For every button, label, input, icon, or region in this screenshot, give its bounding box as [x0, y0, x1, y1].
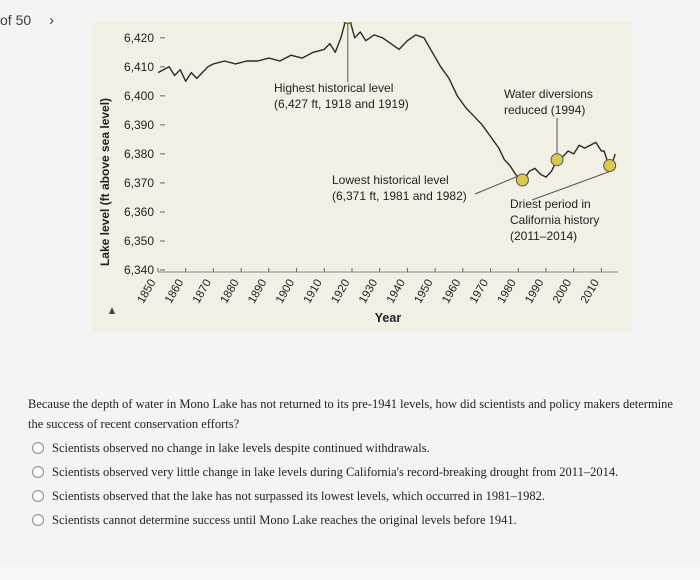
y-axis: 6,340 6,350 6,360 6,370 6,380 6,390 6,400 6,410… — [124, 31, 165, 277]
lake-level-chart: 6,340 6,350 6,360 6,370 6,380 6,390 6,400 6,410… — [98, 22, 618, 325]
x-tick-label: 1920 — [329, 278, 352, 306]
chevron-right-icon[interactable]: › — [49, 11, 55, 29]
annotation-lines — [347, 22, 610, 201]
x-tick-label: 1900 — [274, 278, 297, 306]
annotation-diversions-detail: reduced (1994) — [504, 103, 585, 117]
radio-button[interactable] — [32, 466, 44, 478]
answer-option-text: Scientists observed no change in lake le… — [52, 440, 430, 455]
answer-option-text: Scientists observed that the lake has no… — [52, 488, 545, 503]
highlight-markers — [343, 22, 617, 187]
cursor-arrow-icon — [109, 307, 115, 314]
annotation-highest: Highest historical level (6,427 ft, 1918… — [274, 81, 409, 111]
page-count: of 50 — [0, 12, 32, 28]
y-tick-label: 6,360 — [124, 205, 154, 219]
leader-line — [474, 175, 519, 195]
annotation-drought: Driest period in California history (201… — [510, 197, 599, 243]
radio-button[interactable] — [32, 490, 44, 502]
annotation-diversions: Water diversions reduced (1994) — [504, 87, 593, 117]
highlight-marker — [550, 153, 564, 167]
annotation-diversions-label: Water diversions — [504, 87, 593, 101]
x-tick-label: 2010 — [579, 278, 602, 306]
bottom-strip — [0, 566, 700, 580]
answer-option-text: Scientists observed very little change i… — [52, 464, 619, 479]
answer-option[interactable]: Scientists cannot determine success unti… — [32, 508, 618, 532]
top-nav: of 50 › — [0, 8, 54, 32]
highlight-marker — [515, 173, 529, 187]
x-tick-label: 1980 — [496, 278, 519, 306]
y-tick-label: 6,400 — [124, 89, 154, 103]
x-tick-label: 1850 — [135, 278, 158, 306]
x-tick-label: 1950 — [413, 278, 436, 306]
answer-option[interactable]: Scientists observed that the lake has no… — [32, 484, 618, 508]
question-stem: Because the depth of water in Mono Lake … — [28, 397, 673, 431]
y-tick-label: 6,420 — [124, 31, 154, 45]
y-tick-label: 6,390 — [124, 118, 154, 132]
y-tick-label: 6,370 — [124, 176, 154, 190]
annotation-drought-label: Driest period in — [510, 197, 591, 211]
leader-line — [531, 171, 610, 201]
y-tick-label: 6,380 — [124, 147, 154, 161]
y-tick-label: 6,410 — [124, 60, 154, 74]
answer-options: Scientists observed no change in lake le… — [32, 436, 618, 532]
x-axis-label: Year — [375, 311, 402, 325]
annotation-lowest-label: Lowest historical level — [332, 173, 449, 187]
y-tick-label: 6,350 — [124, 234, 154, 248]
x-axis: 1850 1860 1870 1880 1890 1900 1910 1920 1930 1940… — [135, 268, 618, 306]
chart-figure: 6,340 6,350 6,360 6,370 6,380 6,390 6,400 6,410… — [92, 22, 632, 332]
x-tick-label: 1890 — [246, 278, 269, 306]
highlight-marker — [603, 159, 617, 173]
annotation-drought-detail2: (2011–2014) — [510, 229, 577, 243]
annotation-highest-label: Highest historical level — [274, 81, 393, 95]
x-tick-label: 2000 — [551, 278, 574, 306]
x-tick-label: 1930 — [357, 278, 380, 306]
x-tick-label: 1940 — [385, 278, 408, 306]
x-tick-label: 1880 — [219, 278, 242, 306]
x-tick-label: 1910 — [302, 278, 325, 306]
answer-option-text: Scientists cannot determine success unti… — [52, 512, 517, 527]
y-tick-label: 6,340 — [124, 263, 154, 277]
y-axis-label: Lake level (ft above sea level) — [98, 98, 112, 266]
highlight-marker — [343, 22, 353, 24]
annotation-drought-detail: California history — [510, 213, 599, 227]
radio-button[interactable] — [32, 442, 44, 454]
x-tick-label: 1960 — [440, 278, 463, 306]
x-tick-label: 1870 — [191, 278, 214, 306]
answer-option[interactable]: Scientists observed very little change i… — [32, 460, 618, 484]
radio-button[interactable] — [32, 514, 44, 526]
answer-option[interactable]: Scientists observed no change in lake le… — [32, 436, 618, 460]
annotation-lowest: Lowest historical level (6,371 ft, 1981 … — [332, 173, 467, 203]
x-tick-label: 1860 — [163, 278, 186, 306]
series-line — [157, 22, 616, 181]
x-tick-label: 1990 — [523, 278, 546, 306]
x-tick-label: 1970 — [468, 278, 491, 306]
annotation-lowest-detail: (6,371 ft, 1981 and 1982) — [332, 189, 467, 203]
annotation-highest-detail: (6,427 ft, 1918 and 1919) — [274, 97, 409, 111]
